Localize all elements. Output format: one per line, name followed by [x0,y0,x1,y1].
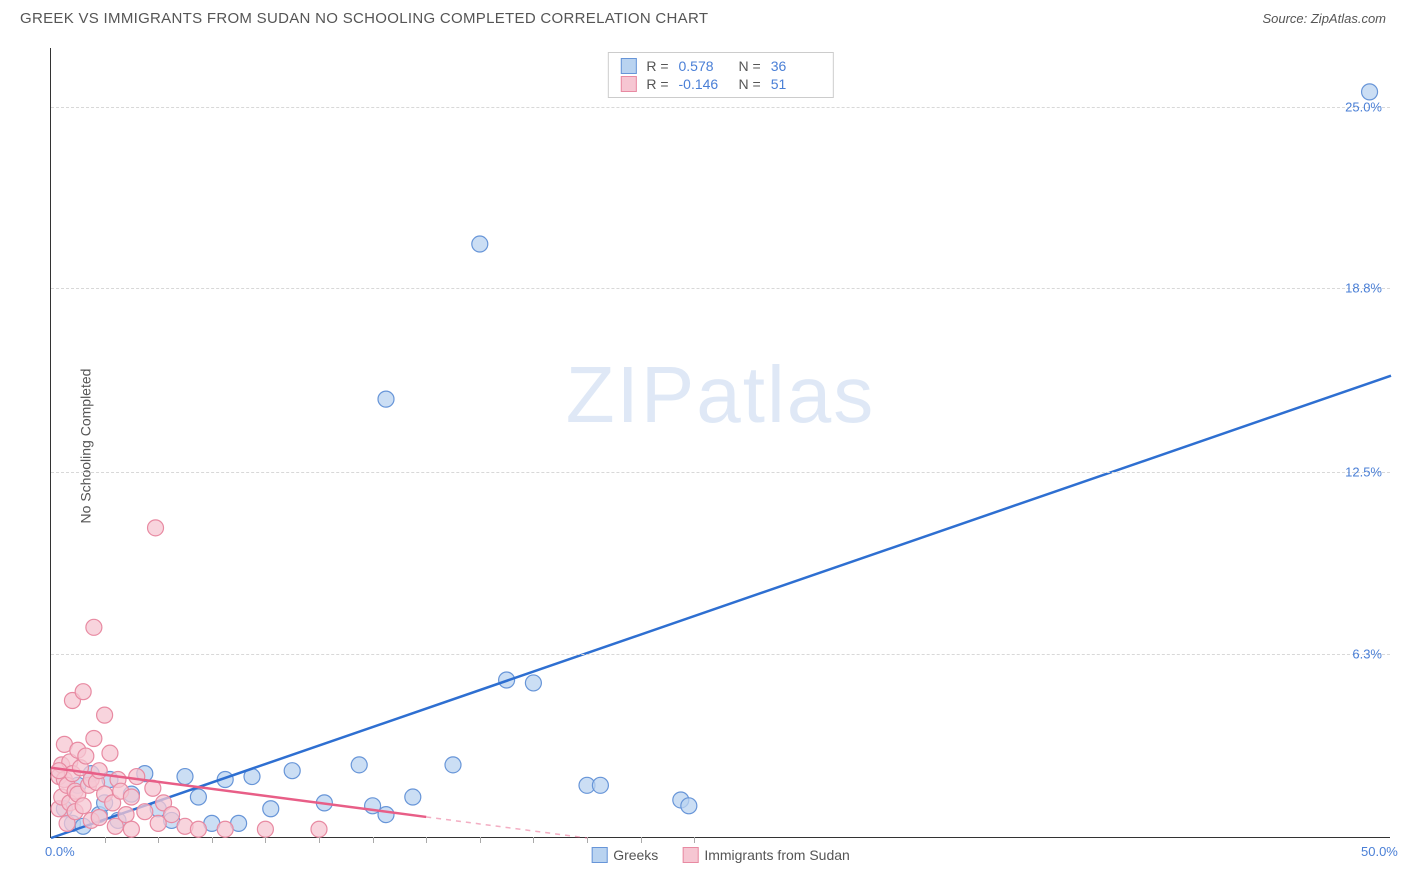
x-tick-mark [426,837,427,843]
regression-line-dashed [426,817,587,838]
x-tick-mark [587,837,588,843]
data-point [378,391,394,407]
bottom-legend: Greeks Immigrants from Sudan [591,847,850,863]
stats-n-value: 36 [771,58,821,74]
legend-item: Immigrants from Sudan [682,847,850,863]
gridline [51,107,1390,108]
x-tick-mark [694,837,695,843]
x-tick-mark [533,837,534,843]
data-point [1362,84,1378,100]
data-point [177,769,193,785]
y-tick-label: 25.0% [1345,99,1382,114]
stats-n-label: N = [739,58,761,74]
x-tick-mark [212,837,213,843]
data-point [137,804,153,820]
data-point [190,789,206,805]
data-point [123,789,139,805]
stats-row: R = -0.146 N = 51 [620,75,820,93]
stats-r-label: R = [646,76,668,92]
data-point [405,789,421,805]
x-tick-mark [373,837,374,843]
data-point [102,745,118,761]
regression-line [51,376,1391,838]
data-point [257,821,273,837]
x-tick-mark [480,837,481,843]
scatter-svg [51,48,1390,837]
data-point [86,731,102,747]
x-tick-label: 50.0% [1361,844,1398,859]
data-point [86,619,102,635]
data-point [123,821,139,837]
chart-source: Source: ZipAtlas.com [1262,11,1386,26]
y-tick-label: 18.8% [1345,280,1382,295]
data-point [284,763,300,779]
data-point [311,821,327,837]
data-point [129,769,145,785]
data-point [592,777,608,793]
data-point [351,757,367,773]
x-tick-mark [265,837,266,843]
legend-item: Greeks [591,847,658,863]
stats-r-value: -0.146 [679,76,729,92]
data-point [525,675,541,691]
data-point [190,821,206,837]
y-tick-label: 6.3% [1352,646,1382,661]
data-point [118,807,134,823]
stats-n-label: N = [739,76,761,92]
y-tick-label: 12.5% [1345,465,1382,480]
data-point [75,684,91,700]
stats-row: R = 0.578 N = 36 [620,57,820,75]
chart-header: GREEK VS IMMIGRANTS FROM SUDAN NO SCHOOL… [0,0,1406,33]
legend-swatch [682,847,698,863]
legend-swatch [591,847,607,863]
x-tick-mark [319,837,320,843]
x-tick-mark [158,837,159,843]
data-point [91,763,107,779]
stats-legend-box: R = 0.578 N = 36 R = -0.146 N = 51 [607,52,833,98]
data-point [445,757,461,773]
data-point [378,807,394,823]
legend-label: Immigrants from Sudan [704,847,850,863]
stats-r-label: R = [646,58,668,74]
stats-r-value: 0.578 [679,58,729,74]
x-tick-label: 0.0% [45,844,75,859]
gridline [51,472,1390,473]
data-point [164,807,180,823]
data-point [263,801,279,817]
chart-title: GREEK VS IMMIGRANTS FROM SUDAN NO SCHOOL… [20,10,708,27]
data-point [91,810,107,826]
data-point [217,821,233,837]
legend-swatch [620,76,636,92]
data-point [148,520,164,536]
chart-plot-area: ZIPatlas R =0.578N =36R =-0.146N =51 Gre… [50,48,1390,838]
gridline [51,288,1390,289]
stats-n-value: 51 [771,76,821,92]
x-tick-mark [105,837,106,843]
data-point [78,748,94,764]
legend-label: Greeks [613,847,658,863]
data-point [75,798,91,814]
gridline [51,654,1390,655]
data-point [681,798,697,814]
x-tick-mark [641,837,642,843]
legend-swatch [620,58,636,74]
data-point [472,236,488,252]
data-point [97,707,113,723]
